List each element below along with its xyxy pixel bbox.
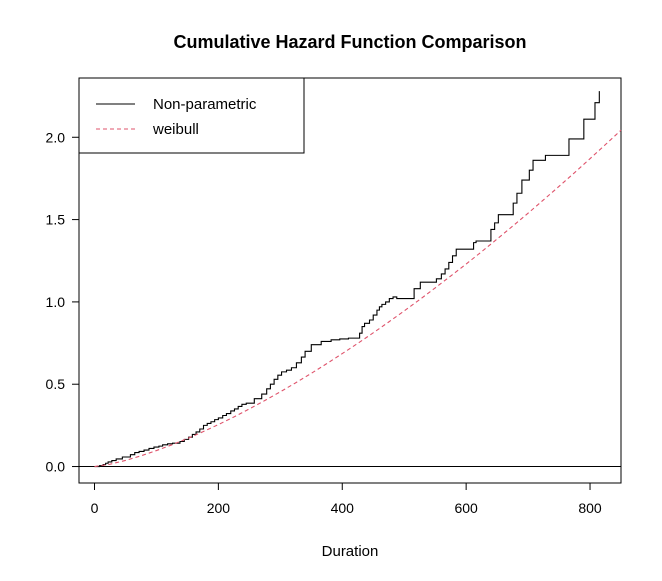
x-axis: 0 200 400 600 800 [91, 482, 602, 516]
y-tick-label-2: 2.0 [46, 129, 66, 145]
legend: Non-parametric weibull [78, 77, 305, 154]
y-tick-label-1: 1.0 [46, 294, 66, 310]
plot-content [79, 91, 622, 468]
chart-title: Cumulative Hazard Function Comparison [173, 32, 526, 52]
series-line-weibull [94, 129, 622, 468]
legend-label-weibull: weibull [152, 121, 199, 138]
x-axis-title: Duration [322, 543, 379, 560]
x-tick-label-0: 0 [91, 500, 99, 516]
y-tick-label-1-5: 1.5 [46, 212, 66, 228]
y-tick-label-0-5: 0.5 [46, 376, 66, 392]
legend-label-non-parametric: Non-parametric [153, 96, 257, 113]
y-tick-label-0: 0.0 [46, 459, 66, 475]
x-tick-label-800: 800 [578, 500, 602, 516]
series-line-non-parametric [94, 91, 600, 468]
x-tick-label-200: 200 [207, 500, 231, 516]
x-tick-label-600: 600 [454, 500, 478, 516]
y-axis: 0.0 0.5 1.0 1.5 2.0 [46, 129, 80, 475]
legend-box [78, 77, 305, 154]
x-tick-label-400: 400 [331, 500, 355, 516]
